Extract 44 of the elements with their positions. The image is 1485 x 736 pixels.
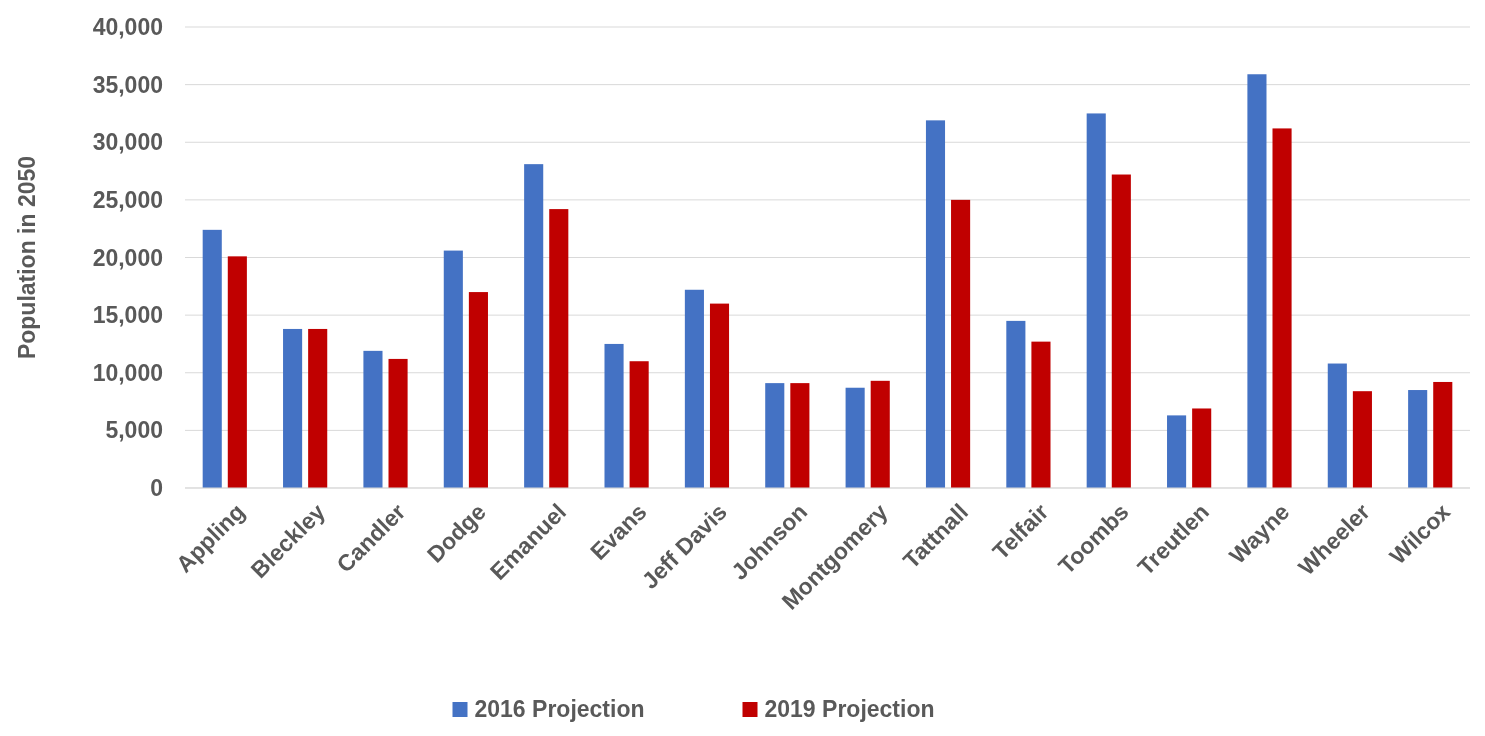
bar — [870, 380, 890, 488]
bar — [1167, 415, 1187, 488]
bar — [1247, 74, 1267, 488]
bar — [629, 361, 649, 488]
bar — [524, 164, 544, 488]
legend-label: 2016 Projection — [474, 696, 645, 722]
bar — [1111, 174, 1131, 488]
bar — [845, 387, 865, 488]
y-tick-label: 0 — [150, 475, 163, 502]
bar — [549, 209, 569, 488]
bar — [790, 383, 810, 488]
bar — [283, 328, 303, 488]
bar — [604, 343, 624, 488]
bar — [765, 383, 785, 488]
bar — [1006, 320, 1026, 488]
bar — [1086, 113, 1106, 488]
y-tick-label: 25,000 — [92, 186, 163, 213]
y-tick-label: 15,000 — [92, 302, 163, 329]
bar — [1192, 408, 1212, 488]
bar — [227, 256, 247, 488]
y-tick-label: 40,000 — [92, 14, 163, 41]
y-tick-label: 10,000 — [92, 359, 163, 386]
legend-label: 2019 Projection — [764, 696, 935, 722]
bar — [308, 328, 328, 488]
bar — [951, 199, 971, 488]
bar — [1272, 128, 1292, 488]
y-tick-label: 30,000 — [92, 129, 163, 156]
bar — [202, 229, 222, 488]
bar — [684, 289, 704, 488]
bar — [443, 250, 463, 488]
y-axis-title: Population in 2050 — [14, 155, 40, 360]
y-tick-label: 20,000 — [92, 244, 163, 271]
bar — [1433, 381, 1453, 488]
bar — [468, 292, 488, 488]
bar — [709, 303, 730, 488]
bar — [1031, 341, 1051, 488]
bar — [388, 358, 408, 488]
bar — [1352, 391, 1372, 488]
bar — [1408, 390, 1428, 488]
bar — [1327, 363, 1347, 488]
y-tick-label: 5,000 — [105, 417, 163, 444]
bar — [925, 120, 946, 488]
y-tick-label: 35,000 — [92, 71, 163, 98]
bar — [363, 350, 383, 488]
